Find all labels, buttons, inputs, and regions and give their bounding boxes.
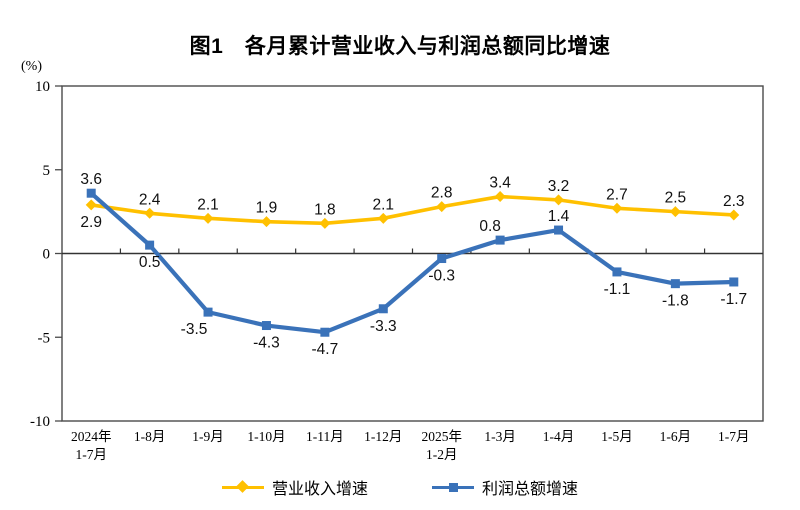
data-point-label: 2.9 [80, 214, 102, 231]
data-point-label: -3.3 [370, 318, 397, 335]
data-point-label: 1.4 [548, 208, 570, 225]
data-point-label: 1.8 [314, 201, 336, 218]
data-point-label: 2.1 [197, 196, 219, 213]
x-axis-tick-label: 1-7月 [75, 447, 107, 462]
series-1-polyline [89, 191, 736, 335]
data-point-marker [553, 194, 565, 206]
x-axis-tick-label: 1-5月 [601, 429, 633, 444]
data-point-marker [319, 217, 331, 229]
data-point-label: -3.5 [181, 321, 208, 338]
data-point-marker [203, 307, 213, 317]
x-axis-tick-label: 1-2月 [426, 447, 458, 462]
y-axis-tick-label: 10 [35, 79, 50, 95]
data-point-label: -4.3 [253, 335, 280, 352]
data-point-label: 2.8 [431, 185, 453, 202]
data-point-marker [728, 209, 740, 221]
data-point-label: -1.8 [662, 293, 689, 310]
x-axis-tick-label: 1-6月 [660, 429, 692, 444]
series-0-data-labels: 2.9 2.4 2.1 1.9 1.8 2.1 2.8 3.4 3.2 2.7 2.5 2.3 [80, 175, 744, 231]
data-point-label: -4.7 [312, 341, 339, 358]
data-point-label: 3.2 [548, 178, 570, 195]
data-point-label: 2.7 [606, 186, 628, 203]
data-point-marker [377, 212, 389, 224]
data-point-marker [729, 277, 739, 287]
legend-marker-square-icon [432, 481, 474, 493]
y-axis-tick-label: -5 [38, 330, 51, 346]
data-point-marker [320, 327, 330, 337]
legend-label-profit-growth: 利润总额增速 [482, 481, 579, 498]
x-axis-tick-label: 2024年 [71, 429, 112, 444]
data-point-marker [202, 212, 214, 224]
data-point-label: 2.4 [139, 191, 161, 208]
legend-marker-diamond-icon [221, 480, 264, 493]
category-ticks [119, 248, 706, 254]
legend-item-revenue-growth: 营业收入增速 [221, 475, 368, 499]
data-point-marker [436, 201, 448, 213]
data-point-marker [495, 235, 505, 245]
data-point-marker [670, 279, 680, 289]
y-axis-tick-label: 0 [43, 247, 51, 263]
x-axis-tick-label: 1-12月 [364, 429, 402, 444]
x-axis-tick-label: 1-9月 [192, 429, 224, 444]
data-point-label: 0.5 [139, 254, 161, 271]
legend-label-revenue-growth: 营业收入增速 [271, 481, 368, 498]
data-point-label: 2.1 [373, 196, 395, 213]
data-point-marker [437, 254, 447, 264]
data-point-marker [260, 216, 272, 228]
y-axis: 10 5 0 -5 -10 [30, 79, 62, 430]
data-point-marker [378, 304, 388, 314]
data-point-label: -1.7 [720, 291, 747, 308]
data-point-marker [612, 267, 622, 277]
y-axis-tick-label: -10 [30, 414, 50, 430]
data-point-label: 0.8 [479, 218, 501, 235]
data-point-label: 2.3 [723, 193, 745, 210]
series-0-polyline [89, 194, 736, 226]
x-axis-tick-label: 1-7月 [718, 429, 750, 444]
x-axis-tick-label: 1-3月 [484, 429, 516, 444]
data-point-marker [85, 199, 97, 211]
data-point-marker [611, 202, 623, 214]
data-point-marker [494, 191, 506, 203]
series-1-data-labels: 3.6 0.5 -3.5 -4.3 -4.7 -3.3 -0.3 0.8 1.4 -1.1 -1.8… [80, 171, 747, 358]
chart-title: 图1 各月累计营业收入与利润总额同比增速 [189, 35, 611, 58]
x-axis-tick-label: 2025年 [421, 429, 462, 444]
series-1-line-group [86, 188, 739, 337]
data-point-marker [86, 188, 96, 198]
data-point-label: 3.4 [489, 175, 511, 192]
data-point-label: -1.1 [604, 281, 631, 298]
data-point-marker [145, 240, 155, 250]
data-point-marker [669, 206, 681, 218]
series-0-line-group [85, 191, 740, 229]
data-point-label: 3.6 [80, 171, 102, 188]
data-point-label: -0.3 [428, 268, 455, 285]
x-axis-tick-label: 1-8月 [134, 429, 166, 444]
data-point-label: 1.9 [256, 200, 278, 217]
data-point-marker [554, 225, 564, 235]
data-point-marker [261, 321, 271, 331]
y-axis-tick-label: 5 [43, 163, 51, 179]
data-point-label: 2.5 [665, 190, 687, 207]
x-axis-tick-label: 1-4月 [543, 429, 575, 444]
legend-item-profit-growth: 利润总额增速 [432, 475, 578, 499]
x-axis-tick-label: 1-10月 [247, 429, 285, 444]
chart-legend: 营业收入增速 利润总额增速 [0, 475, 800, 499]
y-axis-unit-label: (%) [21, 59, 42, 74]
x-axis-labels: 2024年 1-7月 1-8月 1-9月 1-10月 1-11月 1-12月 2025年 1-2… [71, 429, 750, 462]
data-point-marker [144, 207, 156, 219]
x-axis-tick-label: 1-11月 [306, 429, 344, 444]
